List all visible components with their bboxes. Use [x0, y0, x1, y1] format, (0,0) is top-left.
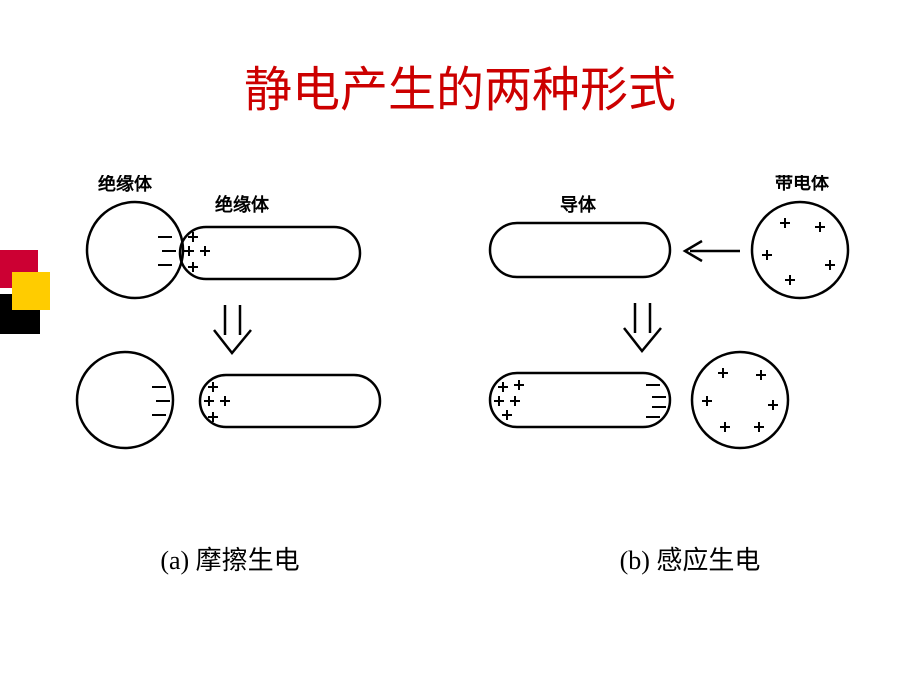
decor-yellow-square [12, 272, 50, 310]
captions-row: (a) 摩擦生电 (b) 感应生电 [0, 540, 920, 577]
b-bot-cap-neg-charges [646, 385, 666, 417]
a-down-arrow-icon [214, 305, 251, 353]
a-bot-pos-charges [204, 382, 230, 422]
label-charged-body: 带电体 [775, 175, 830, 193]
a-top-insulator-capsule [180, 227, 360, 279]
a-bot-neg-charges [152, 387, 170, 415]
page-title: 静电产生的两种形式 [0, 0, 920, 120]
physics-diagram-svg: 绝缘体 绝缘体 [60, 175, 880, 485]
b-bot-cap-pos-charges [494, 380, 524, 420]
caption-b: (b) 感应生电 [460, 540, 920, 577]
b-left-arrow-icon [685, 241, 740, 261]
b-bot-circle-pos-charges [702, 368, 778, 432]
a-top-pos-charges [184, 232, 210, 272]
diagram-container: 绝缘体 绝缘体 [60, 175, 880, 485]
caption-a: (a) 摩擦生电 [0, 540, 460, 577]
corner-decoration [0, 250, 55, 340]
label-insulator-2: 绝缘体 [215, 194, 270, 215]
b-top-pos-charges [762, 218, 835, 285]
a-top-neg-charges [158, 237, 176, 265]
label-conductor: 导体 [560, 194, 597, 215]
b-down-arrow-icon [624, 303, 661, 351]
label-insulator-1: 绝缘体 [98, 175, 153, 194]
b-top-conductor-capsule [490, 223, 670, 277]
